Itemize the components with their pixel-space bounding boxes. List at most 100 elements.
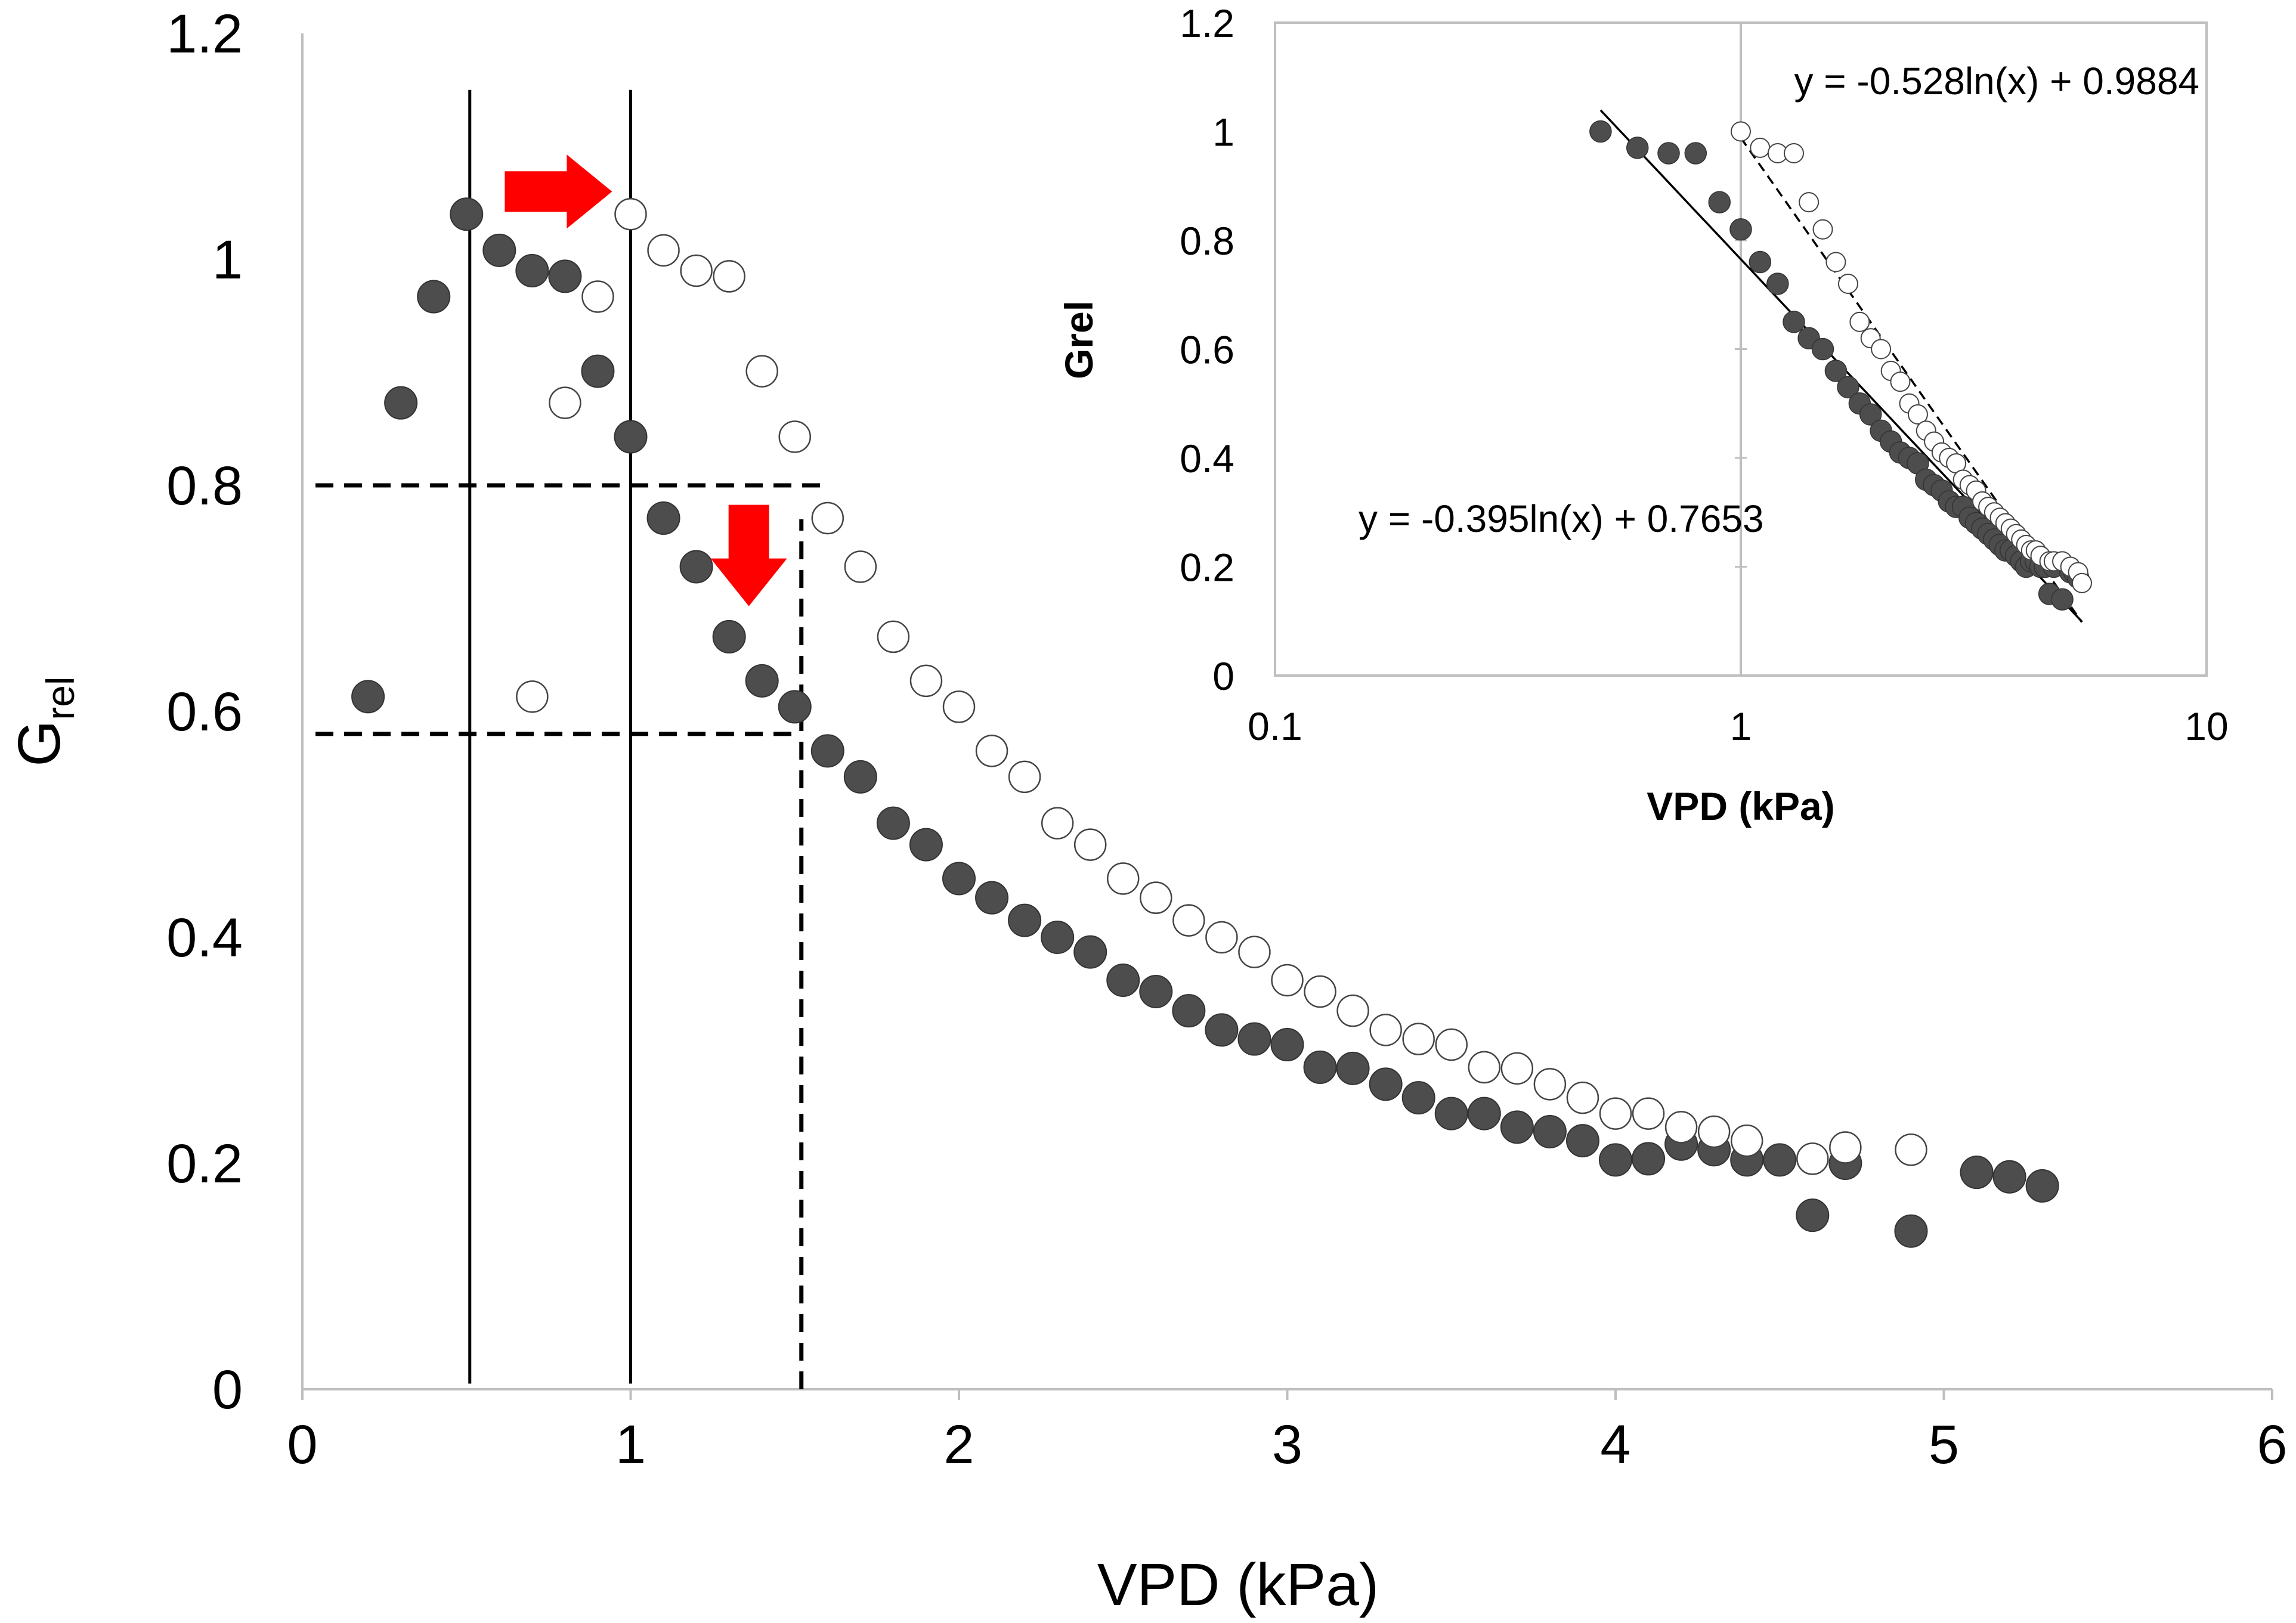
- main-y-tick-label: 0.2: [166, 1133, 243, 1194]
- main-filled-point: [909, 828, 943, 862]
- main-y-axis-title: Grel: [6, 676, 82, 766]
- main-filled-point: [548, 259, 582, 293]
- inset-hollow-point: [1837, 274, 1858, 294]
- inset-y-tick-label: 0.8: [1180, 219, 1234, 263]
- inset-filled-point: [1783, 311, 1805, 333]
- inset-y-tick-label: 0.6: [1180, 328, 1234, 372]
- main-hollow-point: [1829, 1131, 1862, 1164]
- main-filled-point: [876, 806, 910, 840]
- down-arrow-icon: [710, 504, 787, 606]
- inset-data-points: [1589, 120, 2092, 611]
- main-filled-point: [1894, 1214, 1928, 1248]
- main-filled-point: [1336, 1051, 1370, 1085]
- main-hollow-point: [1271, 964, 1304, 997]
- main-y-tick-labels: 0 0.2 0.4 0.6 0.8 1 1.2: [166, 4, 243, 1420]
- main-filled-point: [975, 881, 1009, 915]
- main-filled-point: [614, 420, 648, 454]
- main-x-tick-label: 2: [943, 1414, 974, 1475]
- main-filled-point: [1796, 1198, 1830, 1232]
- main-hollow-point: [1008, 760, 1041, 794]
- inset-filled-point: [1824, 360, 1848, 382]
- main-filled-point: [351, 680, 385, 714]
- main-filled-point: [679, 550, 713, 584]
- main-y-tick-label: 0.4: [166, 907, 243, 968]
- main-x-tick-label: 3: [1272, 1414, 1302, 1475]
- inset-x-axis-title: VPD (kPa): [1647, 784, 1834, 828]
- main-filled-point: [1467, 1097, 1501, 1130]
- inset-dashed-trend-line: [1740, 137, 2083, 623]
- main-hollow-point: [1402, 1023, 1435, 1055]
- main-y-tick-label: 1: [212, 230, 243, 290]
- main-axes: [301, 33, 2273, 1400]
- main-filled-point: [843, 760, 877, 794]
- main-filled-point: [1303, 1050, 1337, 1084]
- main-hollow-point: [1500, 1052, 1534, 1085]
- main-filled-point: [942, 862, 976, 896]
- main-hollow-point: [1664, 1111, 1698, 1144]
- main-x-tick-label: 0: [287, 1414, 317, 1475]
- inset-filled-point: [1626, 137, 1649, 159]
- main-hollow-point: [778, 420, 811, 453]
- main-filled-point: [1960, 1156, 1994, 1190]
- main-hollow-point: [1172, 904, 1205, 937]
- main-hollow-point: [844, 550, 877, 583]
- main-filled-point: [417, 280, 451, 314]
- main-y-axis-title-main: G: [6, 720, 73, 767]
- inset-x-tick-label: 1: [1730, 704, 1752, 748]
- inset-hollow-point: [1750, 137, 1771, 158]
- inset-y-axis-title: Grel: [1057, 301, 1101, 379]
- inset-chart: 0.1 1 10 0 0.2 0.4 0.6 0.8 1 1.2 y = -0.528ln(x)…: [1057, 1, 2229, 828]
- main-filled-point: [1073, 935, 1107, 969]
- inset-hollow-point: [1812, 219, 1833, 240]
- inset-filled-point: [1749, 250, 1772, 274]
- inset-y-tick-label: 0.2: [1180, 546, 1234, 590]
- main-hollow-point: [909, 664, 943, 698]
- main-hollow-point: [516, 680, 549, 713]
- main-filled-point: [1139, 974, 1173, 1008]
- main-arrows: [505, 154, 787, 606]
- main-hollow-point: [614, 197, 647, 231]
- inset-filled-point: [2051, 588, 2074, 611]
- main-filled-point: [482, 233, 516, 267]
- inset-y-tick-label: 0.4: [1180, 436, 1234, 481]
- inset-filled-point: [1859, 403, 1882, 426]
- main-x-axis-title: VPD (kPa): [1097, 1551, 1379, 1618]
- main-chart: 0 1 2 3 4 5 6 0 0.2 0.4 0.6 0.8 1 1.2 VPD (kPa) Grel: [6, 4, 2288, 1618]
- main-x-tick-label: 5: [1929, 1414, 1959, 1475]
- inset-filled-point: [1657, 142, 1680, 165]
- inset-x-tick-label: 0.1: [1248, 704, 1302, 748]
- main-y-axis-title-sub: rel: [38, 676, 82, 720]
- main-hollow-point: [680, 254, 713, 287]
- inset-hollow-point: [1849, 311, 1870, 332]
- main-filled-point: [515, 253, 549, 287]
- main-hollow-point: [942, 690, 976, 723]
- main-data-points: [351, 197, 2059, 1248]
- inset-y-tick-labels: 0 0.2 0.4 0.6 0.8 1 1.2: [1180, 1, 1234, 698]
- main-hollow-point: [1205, 921, 1238, 954]
- main-x-tick-label: 6: [2257, 1414, 2287, 1475]
- main-hollow-point: [745, 355, 778, 388]
- main-hollow-point: [549, 386, 581, 419]
- main-y-tick-label: 1.2: [166, 4, 243, 64]
- main-hollow-point: [1238, 936, 1271, 968]
- main-filled-point: [581, 354, 615, 388]
- main-hollow-point: [1468, 1051, 1501, 1084]
- main-hollow-point: [1533, 1068, 1567, 1101]
- main-filled-point: [1008, 903, 1042, 937]
- main-filled-point: [1237, 1022, 1271, 1056]
- main-hollow-point: [877, 620, 910, 653]
- inset-x-tick-labels: 0.1 1 10: [1248, 704, 2229, 748]
- right-arrow-icon: [505, 154, 612, 229]
- main-filled-point: [1763, 1143, 1797, 1177]
- main-filled-point: [2025, 1169, 2059, 1203]
- main-x-tick-label: 1: [615, 1414, 646, 1475]
- main-filled-point: [1565, 1124, 1599, 1158]
- main-filled-point: [1172, 994, 1206, 1028]
- main-filled-point: [1401, 1081, 1435, 1115]
- inset-y-tick-label: 0: [1212, 654, 1234, 698]
- main-hollow-point: [1796, 1142, 1829, 1175]
- main-x-tick-labels: 0 1 2 3 4 5 6: [287, 1414, 2287, 1475]
- inset-filled-point: [1766, 272, 1789, 295]
- main-filled-point: [1632, 1142, 1666, 1176]
